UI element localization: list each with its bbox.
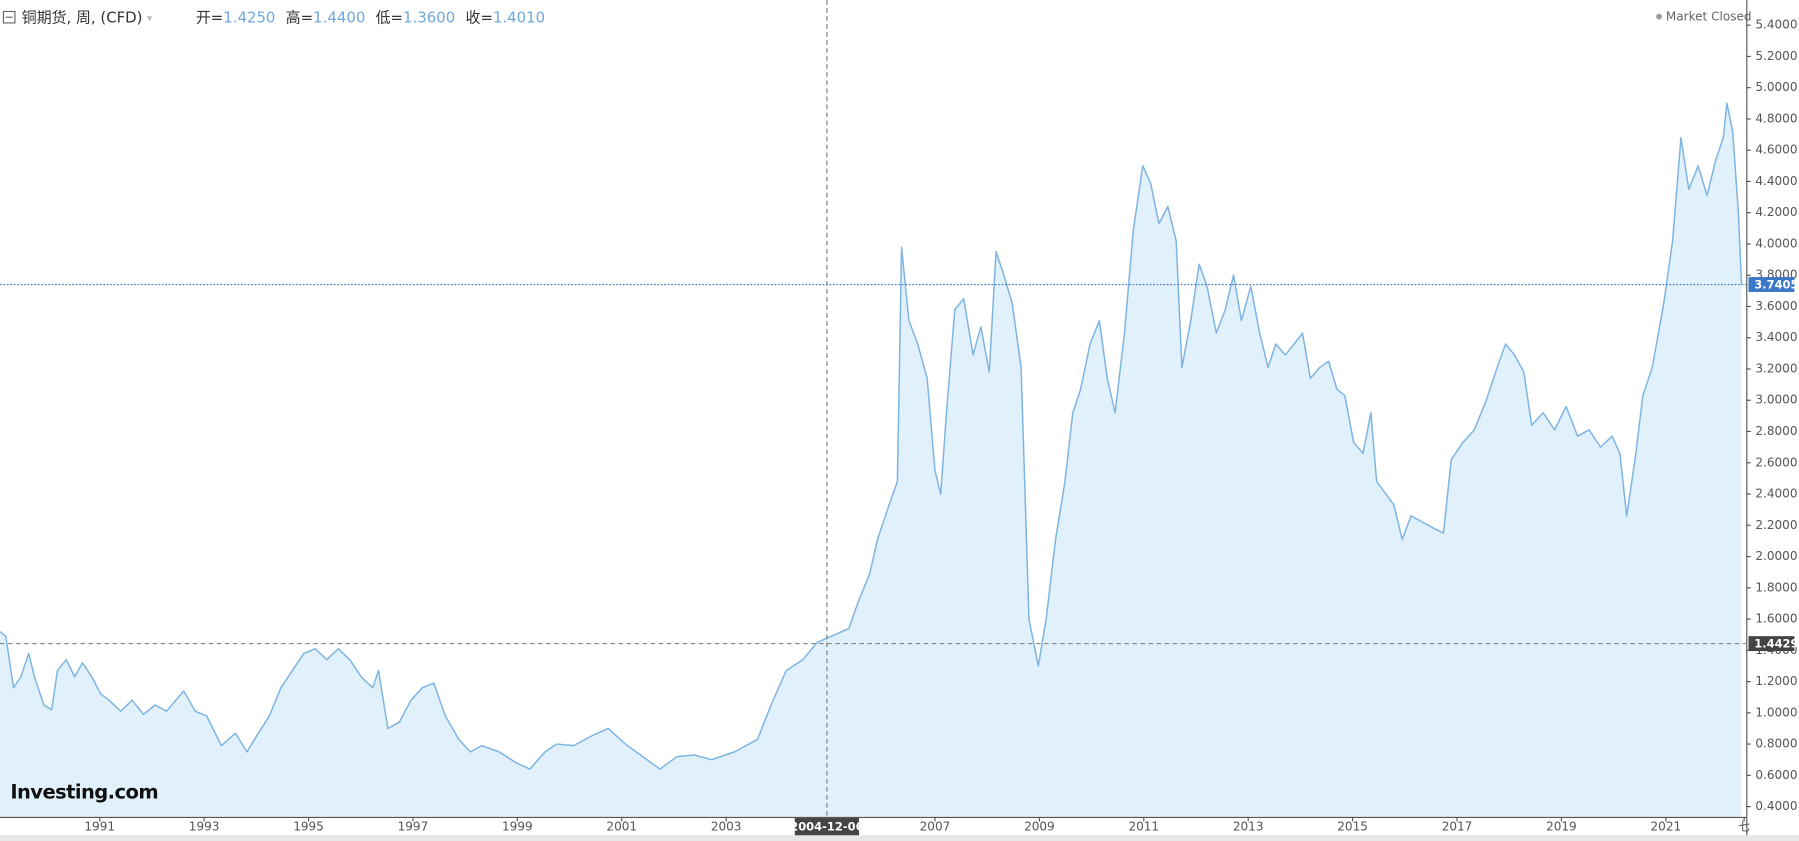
x-tick-label: 2003: [711, 820, 742, 834]
last-price-label: 3.7405: [1754, 278, 1798, 292]
ohlc-label: 低=: [376, 8, 403, 26]
x-tick-label: 七: [1738, 820, 1750, 834]
y-tick-label: 4.8000: [1755, 111, 1797, 125]
area-fill: [0, 103, 1742, 817]
y-tick-label: 4.2000: [1755, 205, 1797, 219]
collapse-icon[interactable]: [2, 10, 16, 24]
x-tick-label: 2011: [1128, 820, 1159, 834]
y-tick-label: 3.2000: [1755, 361, 1797, 375]
y-tick-label: 1.2000: [1755, 674, 1797, 688]
y-tick-label: 2.8000: [1755, 424, 1797, 438]
y-tick-label: 2.6000: [1755, 455, 1797, 469]
y-tick-label: 0.6000: [1755, 768, 1797, 782]
title-caret: ▾: [147, 12, 153, 24]
x-tick-label: 1991: [84, 820, 115, 834]
y-tick-label: 2.4000: [1755, 487, 1797, 501]
x-tick-label: 2013: [1233, 820, 1264, 834]
y-tick-label: 3.0000: [1755, 393, 1797, 407]
ohlc-value: 1.3600: [403, 8, 455, 26]
header: 铜期货, 周, (CFD) ▾ 开=1.4250 高=1.4400 低=1.3600 收=…: [22, 8, 545, 26]
status-dot: [1656, 13, 1662, 20]
y-tick-label: 3.6000: [1755, 299, 1797, 313]
y-tick-label: 3.4000: [1755, 330, 1797, 344]
x-tick-label: 2007: [920, 820, 951, 834]
y-tick-label: 2.0000: [1755, 549, 1797, 563]
y-tick-label: 2.2000: [1755, 518, 1797, 532]
ohlc-label: 高=: [286, 8, 313, 26]
price-line: [0, 102, 1743, 770]
crosshair-x-badge: [794, 818, 860, 836]
ohlc-value: 1.4250: [223, 8, 275, 26]
scrollbar[interactable]: [0, 835, 1799, 841]
logo: Investing.com: [10, 780, 158, 803]
y-tick-label: 4.6000: [1755, 143, 1797, 157]
market-status: Market Closed: [1666, 10, 1752, 24]
ohlc-label: 收=: [466, 8, 493, 26]
crosshair-x-label: 2004-12-06: [790, 820, 863, 834]
y-tick-label: 5.2000: [1755, 49, 1797, 63]
y-tick-label: 1.8000: [1755, 580, 1797, 594]
x-tick-label: 2021: [1651, 820, 1682, 834]
y-tick-label: 1.6000: [1755, 612, 1797, 626]
plot-area: [0, 102, 1743, 817]
ohlc-value: 1.4010: [493, 8, 545, 26]
x-tick-label: 2001: [606, 820, 637, 834]
x-tick-label: 1997: [398, 820, 429, 834]
chart-title: 铜期货, 周, (CFD): [22, 8, 143, 26]
x-tick-label: 2015: [1337, 820, 1368, 834]
x-tick-label: 2019: [1546, 820, 1577, 834]
y-tick-label: 4.0000: [1755, 236, 1797, 250]
y-tick-label: 0.4000: [1755, 799, 1797, 813]
y-tick-label: 5.0000: [1755, 80, 1797, 94]
crosshair-y-badge: [1748, 636, 1795, 652]
y-tick-label: 4.4000: [1755, 174, 1797, 188]
ohlc-value: 1.4400: [313, 8, 365, 26]
y-tick-label: 1.0000: [1755, 705, 1797, 719]
x-tick-label: 2017: [1442, 820, 1473, 834]
crosshair-y-label: 1.4429: [1754, 637, 1798, 651]
last-price-badge: [1748, 277, 1795, 292]
x-tick-label: 2009: [1024, 820, 1055, 834]
x-tick-label: 1999: [502, 820, 533, 834]
x-tick-label: 1993: [189, 820, 220, 834]
ohlc-label: 开=: [196, 8, 223, 26]
y-tick-label: 0.8000: [1755, 737, 1797, 751]
x-tick-label: 1995: [293, 820, 324, 834]
y-tick-label: 5.4000: [1755, 18, 1797, 32]
